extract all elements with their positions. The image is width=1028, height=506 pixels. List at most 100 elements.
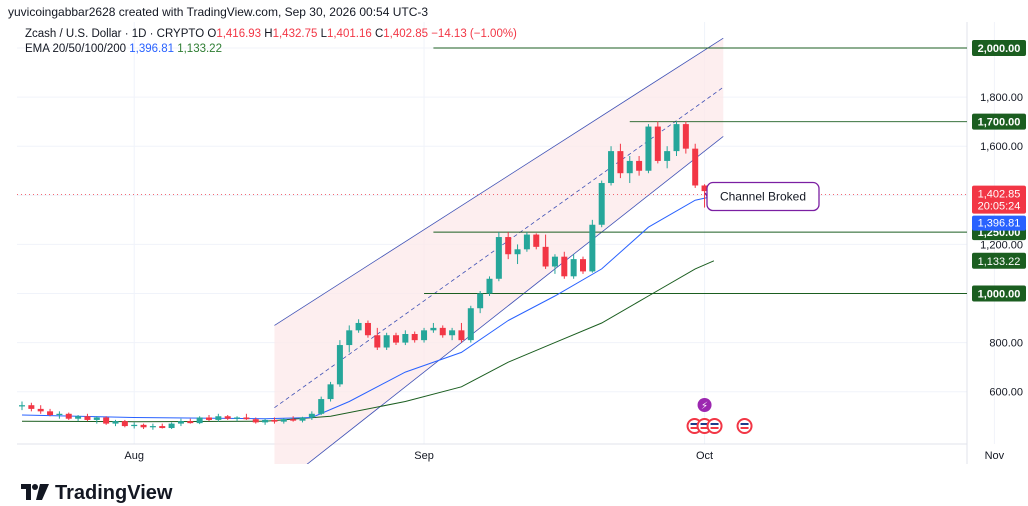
x-tick-label: Oct [696, 450, 713, 462]
candle-body [439, 327, 446, 336]
candle-body [140, 424, 147, 428]
lightning-event-glyph: ⚡ [701, 401, 708, 412]
candle-body [664, 151, 671, 161]
candle-body [327, 384, 334, 400]
candle-body [617, 151, 624, 174]
candle-body [523, 234, 530, 250]
candle-body [47, 411, 54, 416]
level-tag-bg [972, 40, 1026, 56]
candle-body [533, 234, 540, 247]
ema20-value: 1,396.81 [129, 43, 174, 55]
x-tick-label: Nov [985, 450, 1005, 462]
ohlc-legend: Zcash / U.S. Dollar · 1D · CRYPTO O1,416… [25, 28, 517, 40]
open-label: O [207, 28, 217, 40]
candle-body [608, 151, 615, 184]
candle-body [411, 334, 418, 341]
candle-body [75, 416, 82, 419]
candle-body [177, 421, 184, 424]
level-tag: 1,700.00 [972, 113, 1026, 130]
candle-body [364, 322, 371, 336]
tradingview-logo[interactable]: TradingView [21, 480, 172, 506]
candle-body [262, 419, 269, 423]
candle-body [673, 124, 680, 152]
y-tick-label: 1,200.00 [980, 239, 1023, 251]
channel-upper-line [274, 37, 724, 326]
candle-body [19, 405, 25, 407]
candle-body [430, 327, 437, 331]
candle-body [299, 417, 306, 421]
price-tag-ema50-label: 1,133.22 [978, 256, 1021, 268]
open-value: 1,416.93 [216, 28, 262, 40]
candle-body [131, 424, 138, 427]
close-value: 1,402.85 [383, 28, 429, 40]
candle-body [402, 334, 409, 343]
price-tag-countdown: 20:05:24 [978, 201, 1021, 213]
candle-body [626, 160, 633, 174]
brand-name: TradingView [55, 481, 173, 504]
level-tag-bg [972, 285, 1026, 302]
candle-body [224, 416, 231, 419]
candle-body [449, 330, 456, 336]
annotation-box [706, 181, 820, 212]
us-flag-event-stripe [690, 427, 699, 429]
candle-body [271, 419, 278, 422]
candle-body [290, 419, 297, 421]
ema-legend: EMA 20/50/100/200 1,396.81 1,133.22 [25, 43, 222, 55]
channel-lower-line [306, 136, 724, 464]
candle-body [505, 237, 512, 255]
candle-body [37, 408, 44, 412]
us-flag-event-stripe [710, 427, 719, 429]
candle-body [645, 126, 652, 171]
symbol-title: Zcash / U.S. Dollar · 1D · CRYPTO [25, 28, 205, 40]
low-value: 1,401.16 [326, 28, 372, 40]
x-tick-label: Aug [124, 450, 144, 462]
price-chart[interactable]: Aug Sep Oct Nov 600.00 800.00 1,000.00 1,200.00… [17, 22, 1027, 464]
tradingview-logo-icon [21, 480, 49, 506]
candle-body [336, 345, 343, 385]
us-flag-event-stripe [700, 427, 709, 429]
candle-body [280, 419, 287, 422]
high-value: 1,432.75 [272, 28, 318, 40]
ema20-line [21, 195, 715, 420]
candle-body [374, 335, 381, 348]
candle-body [393, 335, 399, 343]
candle-body [551, 256, 558, 267]
candle-body [682, 124, 689, 149]
y-tick-label: 600.00 [989, 387, 1023, 399]
candle-body [589, 224, 596, 272]
high-label: H [264, 28, 273, 40]
candle-body [514, 249, 521, 255]
us-flag-event-icon [706, 418, 723, 434]
x-tick-label: Sep [414, 450, 434, 462]
y-tick-label: 800.00 [989, 338, 1023, 350]
candle-body [121, 421, 128, 427]
us-flag-event-stripe [710, 423, 719, 425]
candle-body [243, 417, 250, 420]
chart-attribution: yuvicoingabbar2628 created with TradingV… [8, 5, 429, 19]
us-flag-event-stripe [690, 423, 699, 425]
candle-body [355, 322, 362, 331]
close-label: C [374, 28, 384, 40]
candle-body [477, 293, 484, 309]
candle-body [598, 183, 605, 225]
candle-body [570, 259, 577, 277]
candle-body [103, 417, 110, 424]
candle-body [65, 413, 72, 419]
ema50-line [21, 260, 715, 423]
price-tag-ema50-bg [972, 252, 1026, 269]
price-tag-ema20-label: 1,396.81 [978, 218, 1021, 230]
candle-body [486, 278, 493, 294]
candle-body [149, 426, 156, 428]
chart-area[interactable]: Aug Sep Oct Nov 600.00 800.00 1,000.00 1,200.00… [17, 22, 1027, 464]
candle-body [168, 423, 175, 429]
level-tag-label: 1,000.00 [978, 289, 1021, 301]
candle-body [542, 246, 549, 267]
candle-body [654, 126, 661, 161]
candle-body [561, 256, 568, 277]
y-tick-label: 1,600.00 [980, 141, 1023, 153]
candle-body [383, 335, 390, 348]
candle-body [467, 308, 474, 341]
price-tag-current-label: 1,402.85 [978, 189, 1021, 201]
us-flag-event-stripe [740, 423, 749, 425]
candle-body [421, 330, 428, 341]
